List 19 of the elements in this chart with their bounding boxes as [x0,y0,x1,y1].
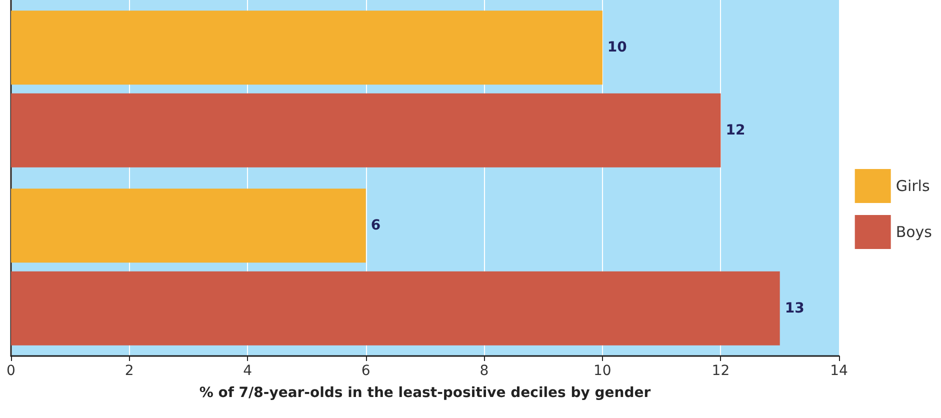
data-label: 13 [784,300,804,316]
x-axis-title: % of 7/8-year-olds in the least-positive deciles by gender [199,385,651,401]
bar [11,188,366,263]
x-tick-label: 2 [124,363,134,379]
bar [11,93,721,168]
legend-label: Girls [896,177,930,195]
x-tick-label: 12 [712,363,730,379]
x-tick-label: 8 [480,363,489,379]
x-tick-label: 10 [594,363,612,379]
x-tick-label: 0 [6,363,16,379]
data-label: 6 [370,218,381,234]
x-tick-label: 6 [361,363,370,379]
data-label: 12 [726,122,746,138]
legend-label: Boys [896,223,932,241]
x-tick-label: 14 [830,363,848,379]
bar [11,271,780,346]
x-tick-label: 4 [243,363,252,379]
data-label: 10 [607,40,628,56]
bar [11,10,602,85]
